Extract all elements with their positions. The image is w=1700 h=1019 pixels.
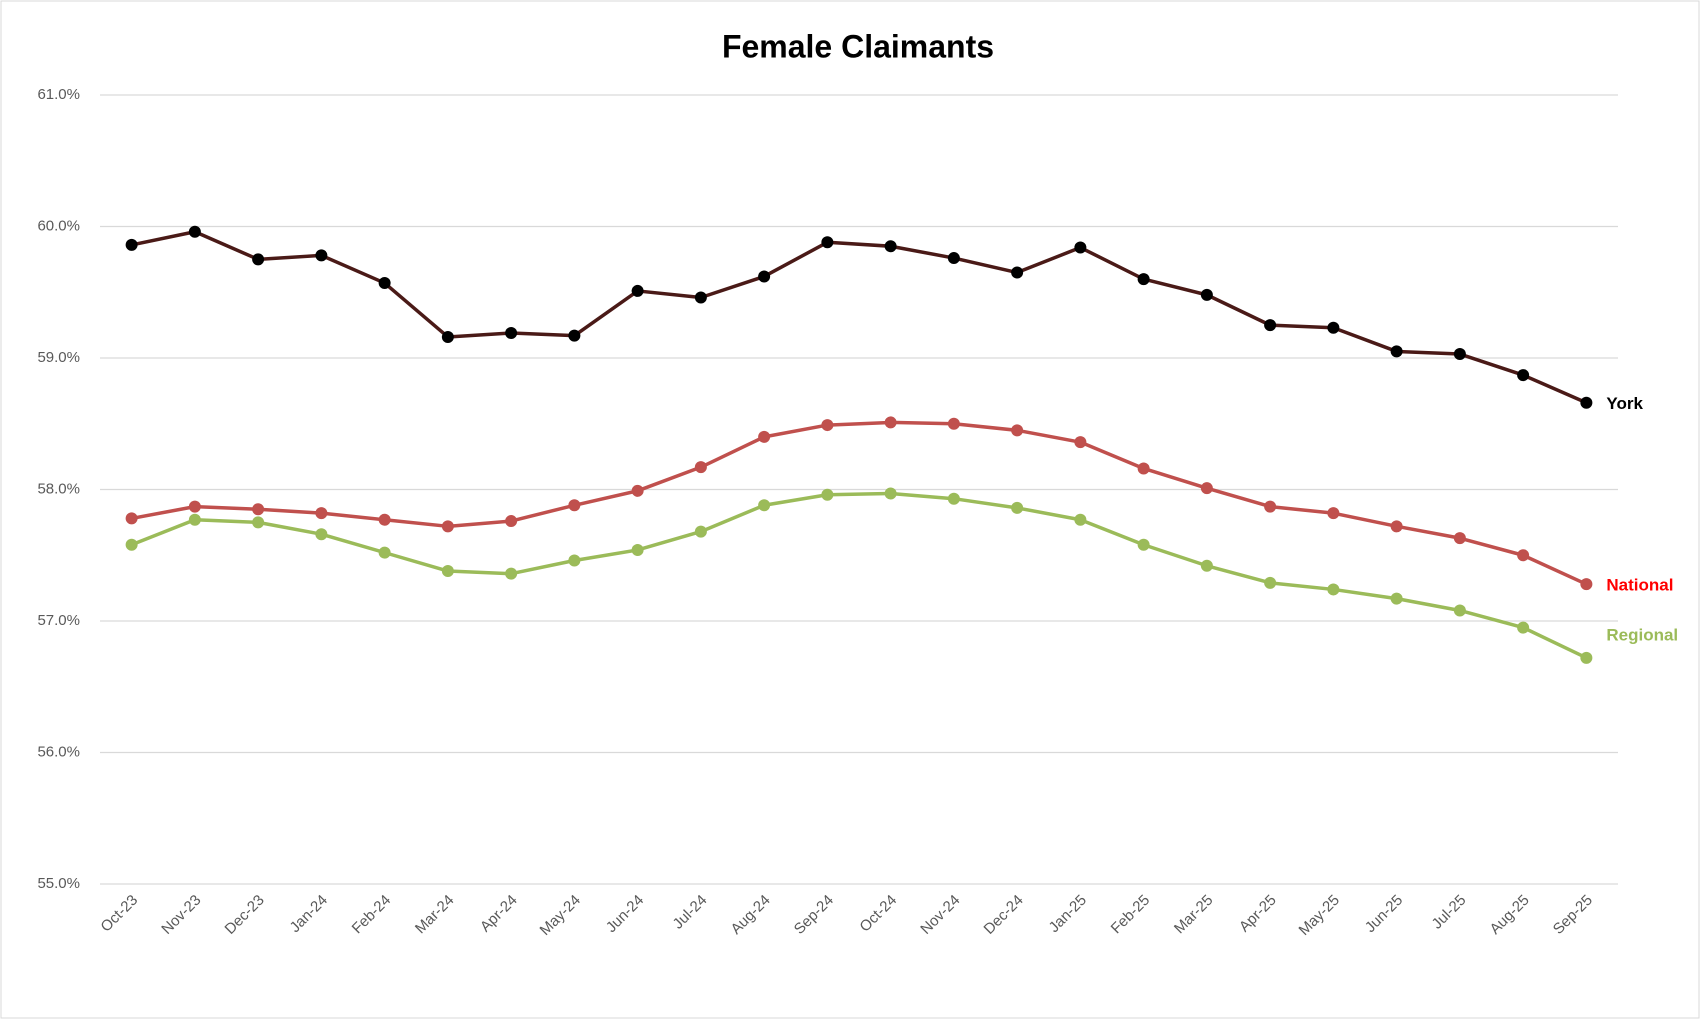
marker: [1517, 369, 1530, 382]
marker: [568, 554, 581, 567]
series-label: Regional: [1606, 625, 1678, 644]
series-label: York: [1606, 394, 1643, 413]
marker: [1580, 578, 1593, 591]
series-line: [131, 230, 1588, 405]
marker: [1074, 513, 1087, 526]
marker: [1137, 538, 1150, 551]
marker: [947, 252, 960, 265]
marker: [694, 461, 707, 474]
marker: [505, 327, 518, 340]
marker: [947, 492, 960, 505]
marker: [1390, 520, 1403, 533]
marker: [694, 291, 707, 304]
marker: [758, 499, 771, 512]
marker: [568, 499, 581, 512]
marker: [1327, 583, 1340, 596]
marker: [1453, 348, 1466, 361]
y-tick-label: 61.0%: [37, 86, 80, 103]
marker: [315, 528, 328, 541]
marker: [252, 516, 265, 529]
marker: [188, 225, 201, 238]
y-tick-label: 57.0%: [37, 612, 80, 629]
marker: [125, 538, 138, 551]
marker: [631, 484, 644, 497]
marker: [758, 430, 771, 443]
y-tick-label: 56.0%: [37, 743, 80, 760]
marker: [125, 238, 138, 251]
marker: [1137, 462, 1150, 475]
marker: [1580, 396, 1593, 409]
marker: [568, 329, 581, 342]
marker: [378, 277, 391, 290]
marker: [1453, 604, 1466, 617]
marker: [1011, 266, 1024, 279]
marker: [188, 513, 201, 526]
marker: [378, 546, 391, 559]
marker: [188, 500, 201, 513]
marker: [1390, 345, 1403, 358]
y-tick-label: 58.0%: [37, 480, 80, 497]
marker: [1200, 559, 1213, 572]
marker: [1390, 592, 1403, 605]
y-tick-label: 60.0%: [37, 217, 80, 234]
marker: [884, 416, 897, 429]
marker: [125, 512, 138, 525]
series-label: National: [1606, 576, 1673, 595]
marker: [1011, 501, 1024, 514]
marker: [1453, 532, 1466, 545]
marker: [821, 419, 834, 432]
marker: [315, 249, 328, 262]
marker: [1264, 576, 1277, 589]
marker: [441, 330, 454, 343]
marker: [631, 284, 644, 297]
marker: [252, 253, 265, 266]
marker: [884, 487, 897, 500]
marker: [378, 513, 391, 526]
marker: [821, 236, 834, 249]
marker: [884, 240, 897, 253]
marker: [758, 270, 771, 283]
marker: [821, 488, 834, 501]
chart-title: Female Claimants: [722, 28, 994, 64]
series-line: [131, 420, 1588, 586]
marker: [1327, 321, 1340, 334]
marker: [1264, 500, 1277, 513]
marker: [1200, 288, 1213, 301]
marker: [1517, 621, 1530, 634]
marker: [1580, 651, 1593, 664]
marker: [252, 503, 265, 516]
marker: [1200, 482, 1213, 495]
y-tick-label: 59.0%: [37, 349, 80, 366]
marker: [1327, 507, 1340, 520]
marker: [505, 567, 518, 580]
marker: [694, 525, 707, 538]
marker: [631, 543, 644, 556]
series-line: [130, 491, 1588, 660]
marker: [1517, 549, 1530, 562]
marker: [1074, 436, 1087, 449]
y-tick-label: 55.0%: [37, 875, 80, 892]
marker: [947, 417, 960, 430]
marker: [1074, 241, 1087, 254]
marker: [315, 507, 328, 520]
marker: [1137, 273, 1150, 286]
marker: [441, 565, 454, 578]
marker: [1011, 424, 1024, 437]
marker: [505, 515, 518, 528]
marker: [1264, 319, 1277, 332]
marker: [441, 520, 454, 533]
